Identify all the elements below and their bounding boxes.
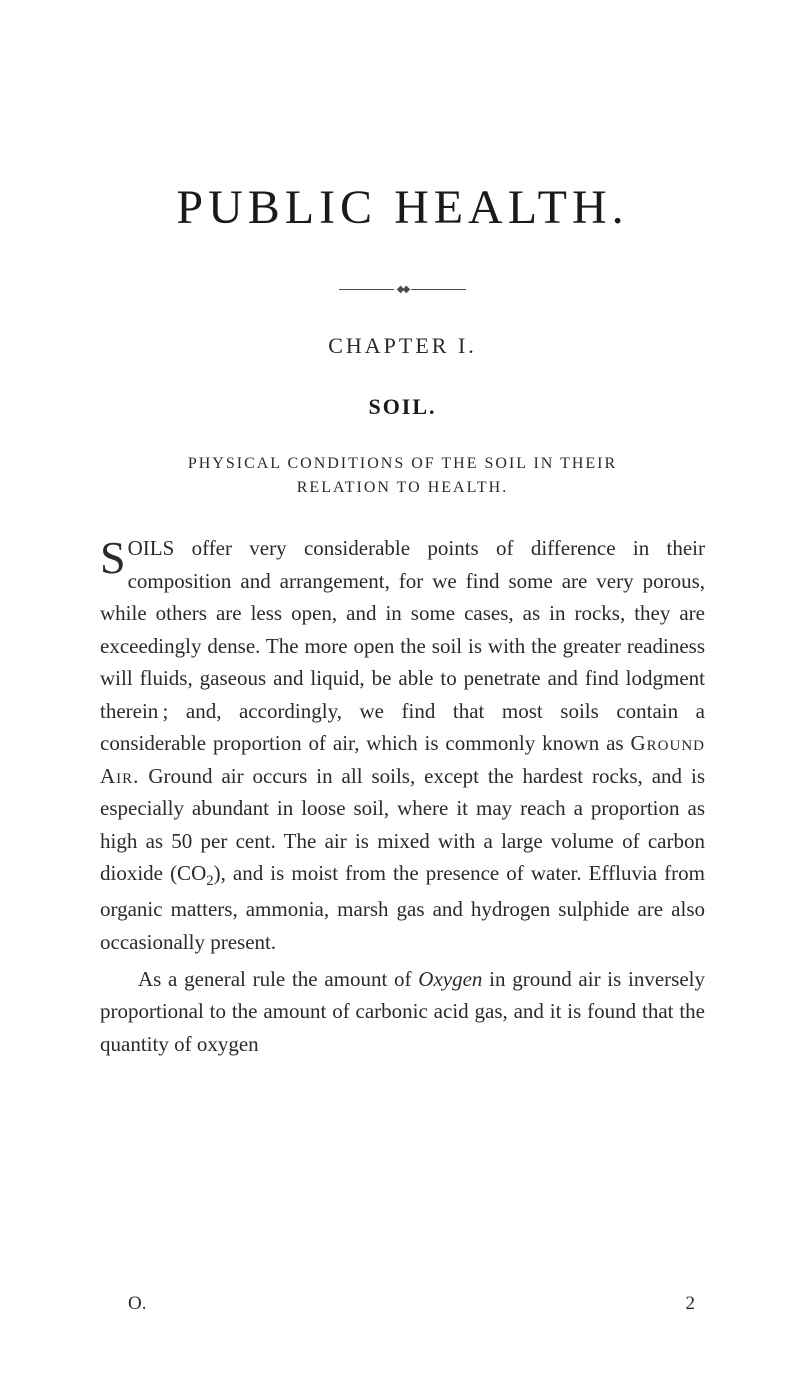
- drop-cap: S: [100, 532, 128, 579]
- sub-heading-line-2: RELATION TO HEALTH.: [100, 479, 705, 497]
- page-footer: O. 2: [128, 1293, 695, 1315]
- paragraph-1: SOILS offer very considerable points of …: [100, 532, 705, 959]
- chapter-heading: CHAPTER I.: [100, 333, 705, 359]
- main-title: PUBLIC HEALTH.: [100, 180, 705, 235]
- sub-heading-line-1: PHYSICAL CONDITIONS OF THE SOIL IN THEIR: [100, 455, 705, 473]
- para2-text-1: As a general rule the amount of: [138, 967, 418, 991]
- para2-italic: Oxygen: [418, 967, 482, 991]
- section-heading: SOIL.: [100, 394, 705, 420]
- footer-signature-mark: O.: [128, 1293, 146, 1315]
- paragraph-2: As a general rule the amount of Oxygen i…: [100, 963, 705, 1061]
- para1-text-1: OILS offer very considerable points of d…: [100, 536, 705, 755]
- subscript-2: 2: [206, 874, 213, 890]
- footer-page-number: 2: [686, 1293, 696, 1315]
- divider-ornament: ◆◆: [100, 280, 705, 288]
